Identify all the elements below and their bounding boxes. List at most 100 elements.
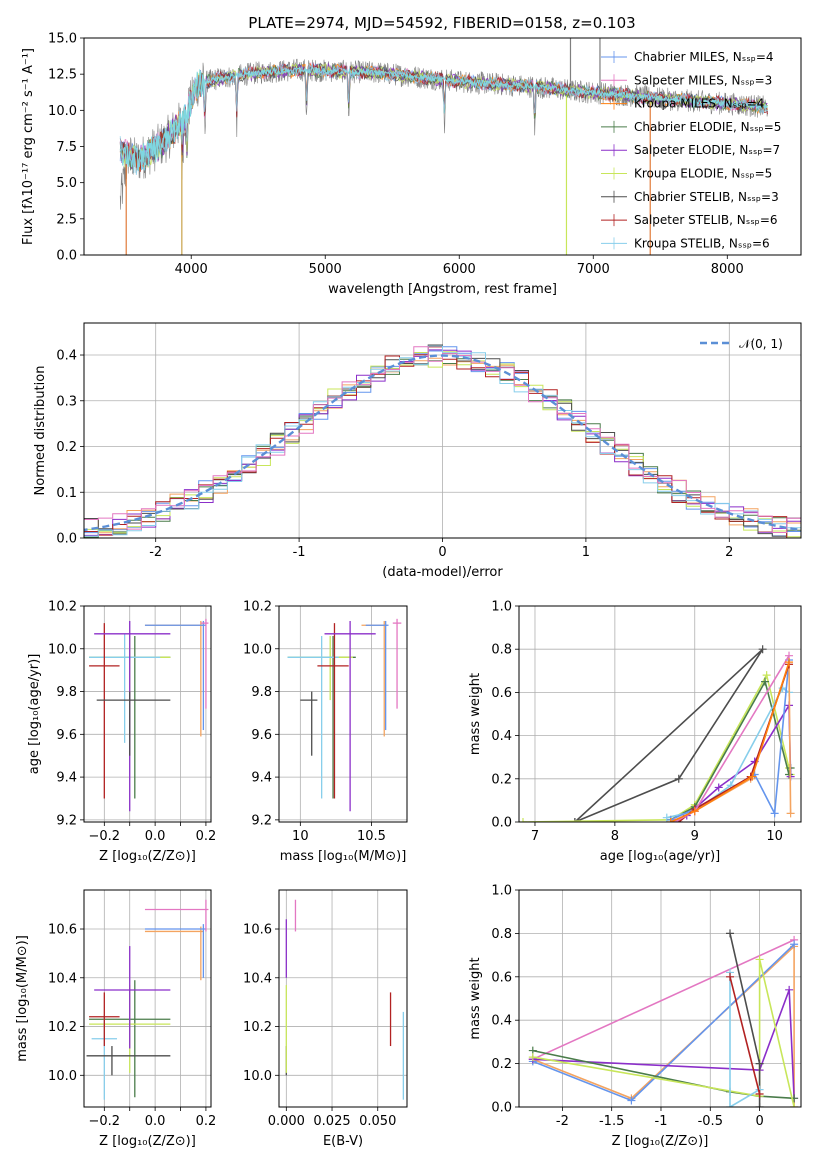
mass_Z-xlabel: Z [log₁₀(Z/Z⊙)] [99, 1134, 196, 1149]
mass_weight_age-series-line [574, 648, 764, 822]
residuals-plot-area [84, 344, 801, 538]
mass_weight_age-ytick-label: 0.8 [491, 643, 512, 658]
mass_weight_Z-point-marker [755, 1103, 764, 1107]
residuals-xtick-label: -2 [149, 545, 162, 560]
mass_weight_Z-ytick-label: 0.2 [491, 1057, 512, 1072]
residual-histogram-step [84, 346, 801, 535]
age_Z-ylabel: age [log₁₀(age/yr)] [27, 654, 42, 775]
residuals-ytick-label: 0.2 [56, 440, 77, 455]
mass_weight_age-point-marker [674, 774, 683, 783]
mass_Z-ytick-label: 10.0 [48, 1069, 77, 1084]
mass_weight_Z-ytick-label: 0.8 [491, 927, 512, 942]
spectrum-ytick-label: 15.0 [48, 32, 77, 47]
mass_ebv-ytick-label: 10.6 [243, 923, 272, 938]
mass_weight_age-series-line [678, 664, 790, 822]
mass_weight_Z-ytick-label: 1.0 [491, 884, 512, 899]
mass_weight_age-xtick-label: 7 [531, 829, 539, 844]
spectrum-ytick-label: 0.0 [56, 249, 77, 264]
age_Z-panel: −0.2 0.0 0.2 9.2 9.4 9.6 9.8 10.0 10.2 Z [log₁₀(Z… [27, 600, 216, 865]
spectrum-ylabel: Flux [fλ10⁻¹⁷ erg cm⁻² s⁻¹ A⁻¹] [21, 48, 36, 245]
mass_weight_Z-ytick-label: 0.4 [491, 1014, 512, 1029]
age_mass-xtick-label: 10 [292, 829, 309, 844]
mass_weight_age-point-marker [762, 671, 771, 680]
age_mass-ytick-label: 9.8 [251, 685, 272, 700]
mass_Z-ytick-label: 10.4 [48, 971, 77, 986]
age_Z-ytick-label: 9.2 [56, 813, 77, 828]
mass_weight_Z-ylabel: mass weight [468, 957, 483, 1039]
mass_ebv-frame [278, 889, 408, 1108]
mass_ebv-ytick-label: 10.4 [243, 971, 272, 986]
spectrum-ytick-label: 12.5 [48, 68, 77, 83]
residuals-xlabel: (data-model)/error [382, 565, 503, 580]
age_mass-ytick-label: 9.2 [251, 813, 272, 828]
mass_weight_Z-series-line [729, 976, 761, 1095]
legend-entry-label: Chabrier MILES, Nₛₛₚ=4 [634, 50, 774, 64]
spectrum-legend: Chabrier MILES, Nₛₛₚ=4 Salpeter MILES, Nₛ… [601, 50, 781, 250]
age_mass-panel: 10 10.5 9.2 9.4 9.6 9.8 10.0 10.2 mass [log₁₀(M/… [243, 600, 408, 864]
age_Z-xlabel: Z [log₁₀(Z/Z⊙)] [99, 849, 196, 864]
residuals-xtick-label: -1 [293, 545, 306, 560]
mass_weight_age-xlabel: age [log₁₀(age/yr)] [600, 849, 721, 864]
age_mass-plot-area [287, 618, 402, 812]
mass_Z-xtick-label: −0.2 [89, 1114, 121, 1129]
mass_weight_Z-xtick-label: -1.5 [599, 1114, 624, 1129]
spectrum-xtick-label: 5000 [309, 262, 342, 277]
residuals-legend: 𝒩(0, 1) [700, 337, 783, 351]
mass_Z-xtick-label: 0.2 [196, 1114, 217, 1129]
mass_weight_age-point-marker [786, 809, 795, 818]
mass_ebv-xtick-label: 0.050 [359, 1114, 396, 1129]
age_mass-ytick-label: 10.2 [243, 600, 272, 615]
mass_weight_Z-point-marker [790, 1103, 799, 1107]
mass_weight_age-point-marker [748, 772, 757, 781]
mass_weight_age-panel: 7 8 9 10 0.0 0.2 0.4 0.6 0.8 1.0 age [log₁₀(age/yr… [468, 600, 802, 864]
age_mass-xlabel: mass [log₁₀(M/M⊙)] [280, 849, 407, 864]
age_mass-ytick-label: 9.6 [251, 728, 272, 743]
spectrum-xlabel: wavelength [Angstrom, rest frame] [328, 282, 557, 297]
mass_ebv-plot-area [285, 899, 404, 1100]
residuals-xtick-label: 2 [725, 545, 733, 560]
residuals-panel: -2 -1 0 1 2 0.0 0.1 0.2 0.3 0.4 (data-model)/error… [33, 322, 802, 580]
mass_weight_age-point-marker [690, 807, 699, 816]
mass_weight_Z-point-marker [755, 955, 764, 964]
mass_weight_age-ytick-label: 1.0 [491, 600, 512, 615]
spectrum-xtick-label: 8000 [711, 262, 744, 277]
mass_ebv-xtick-label: 0.025 [313, 1114, 350, 1129]
mass_weight_age-point-marker [666, 818, 675, 822]
mass_weight_age-point-marker [570, 818, 579, 822]
mass_weight_age-point-marker [761, 677, 770, 686]
mass_weight_Z-series-line [729, 972, 761, 1107]
mass_weight_Z-xtick-label: -2 [556, 1114, 569, 1129]
mass_ebv-panel: 0.000 0.025 0.050 10.0 10.2 10.4 10.6 E(B-V) [243, 889, 408, 1149]
mass_Z-plot-area [86, 899, 209, 1100]
age_mass-ytick-label: 10.0 [243, 642, 272, 657]
age_Z-xtick-label: −0.2 [89, 829, 121, 844]
spectrum-ytick-label: 10.0 [48, 104, 77, 119]
mass_ebv-ytick-label: 10.2 [243, 1020, 272, 1035]
legend-entry-label: Kroupa ELODIE, Nₛₛₚ=5 [634, 167, 772, 181]
legend-entry-label: Chabrier STELIB, Nₛₛₚ=3 [634, 190, 779, 204]
age_mass-xtick-label: 10.5 [357, 829, 386, 844]
age_Z-xtick-label: 0.2 [196, 829, 217, 844]
mass_weight_Z-point-marker [755, 1089, 764, 1098]
mass_weight_Z-point-marker [726, 929, 735, 938]
residuals-ylabel: Normed distribution [33, 366, 48, 496]
residuals-ytick-label: 0.0 [56, 532, 77, 547]
mass_weight_Z-point-marker [726, 972, 735, 981]
mass_weight_age-point-marker [785, 770, 794, 779]
age_mass-frame [278, 605, 408, 823]
legend-entry-label: 𝒩(0, 1) [739, 337, 783, 351]
age_Z-frame [83, 605, 212, 823]
legend-entry-label: Salpeter ELODIE, Nₛₛₚ=7 [634, 143, 780, 157]
mass_weight_Z-ytick-label: 0.0 [491, 1101, 512, 1116]
mass_weight_age-ytick-label: 0.0 [491, 816, 512, 831]
mass_weight_age-series-line [666, 686, 790, 819]
spectrum-model-line-top [119, 66, 768, 172]
spectrum-ytick-label: 7.5 [56, 140, 77, 155]
legend-entry-label: Salpeter STELIB, Nₛₛₚ=6 [634, 213, 778, 227]
residuals-xtick-label: 1 [582, 545, 590, 560]
mass_weight_age-point-marker [770, 809, 779, 818]
age_Z-ytick-label: 9.4 [56, 771, 77, 786]
mass_weight_age-ytick-label: 0.2 [491, 772, 512, 787]
residuals-frame [83, 322, 802, 539]
mass_weight_Z-point-marker [755, 1059, 764, 1068]
